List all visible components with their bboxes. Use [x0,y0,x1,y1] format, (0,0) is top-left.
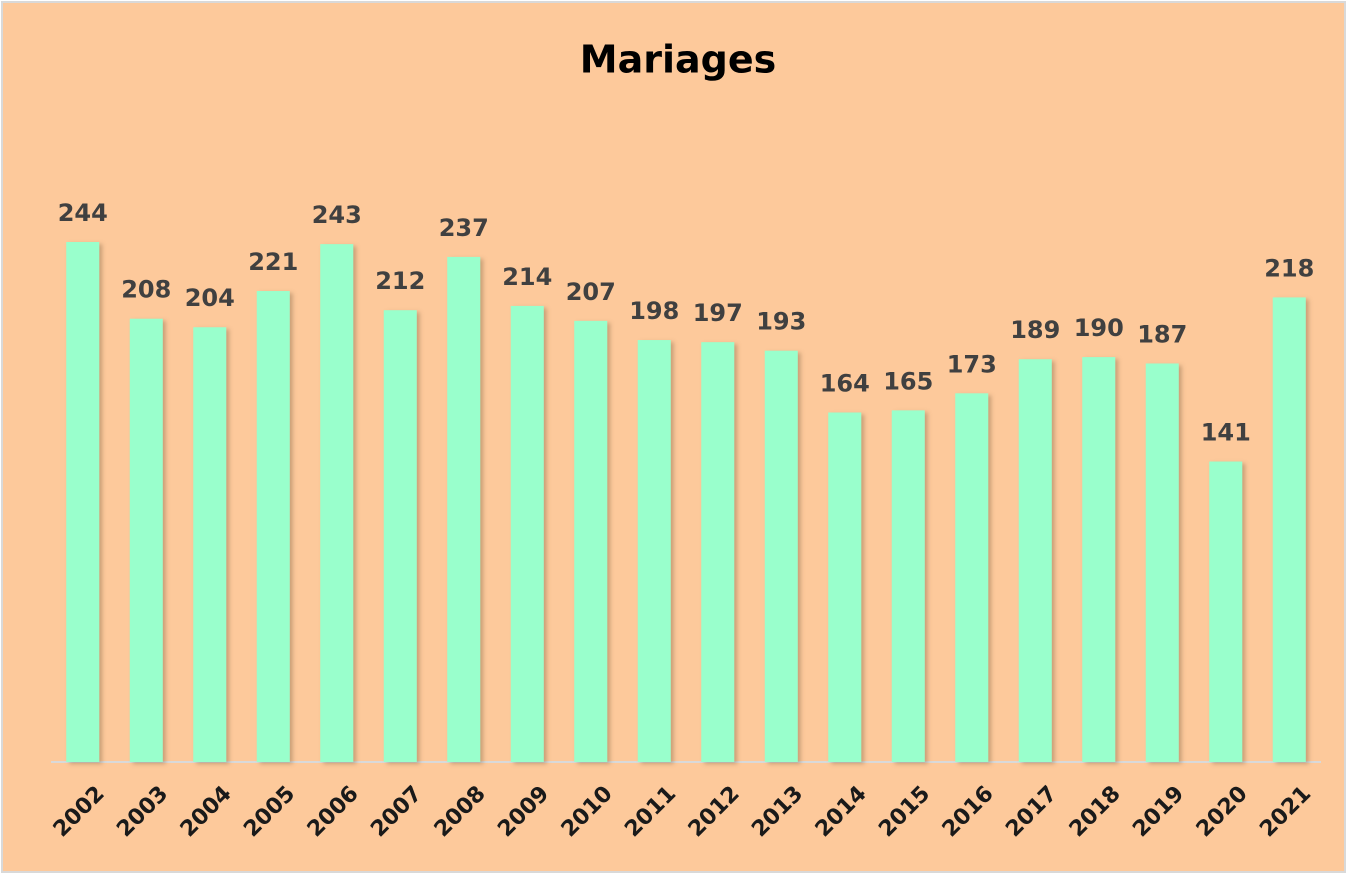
bar [447,256,481,762]
bar [1272,297,1306,762]
data-label: 187 [1137,320,1187,348]
chart-title: Mariages [580,38,776,82]
bar [320,244,354,762]
data-label: 173 [947,350,997,378]
data-label: 190 [1074,314,1124,342]
bar [129,318,163,762]
data-label: 198 [629,297,679,325]
data-label: 243 [312,201,362,229]
bar [66,242,100,762]
bar [193,327,227,762]
data-label: 193 [756,308,806,336]
bar [828,412,862,762]
data-label: 244 [58,199,108,227]
data-label: 237 [439,214,489,242]
bar [256,291,290,762]
data-label: 218 [1264,254,1314,282]
data-label: 197 [693,299,743,327]
bar [574,320,608,762]
data-label: 207 [566,278,616,306]
bar [1209,461,1243,762]
data-label: 204 [185,284,235,312]
data-label: 189 [1010,316,1060,344]
bar [1018,359,1052,762]
data-label: 214 [502,263,552,291]
bar [891,410,925,762]
bar [764,350,798,762]
bar [701,342,735,762]
bar [637,340,671,762]
data-label: 212 [375,267,425,295]
data-label: 165 [883,367,933,395]
data-label: 141 [1201,419,1251,447]
data-label: 221 [248,248,298,276]
data-label: 164 [820,369,870,397]
bar [1082,357,1116,762]
bar [383,310,417,762]
bar [955,393,989,762]
data-label: 208 [121,276,171,304]
bar [510,305,544,762]
bar [1145,363,1179,762]
